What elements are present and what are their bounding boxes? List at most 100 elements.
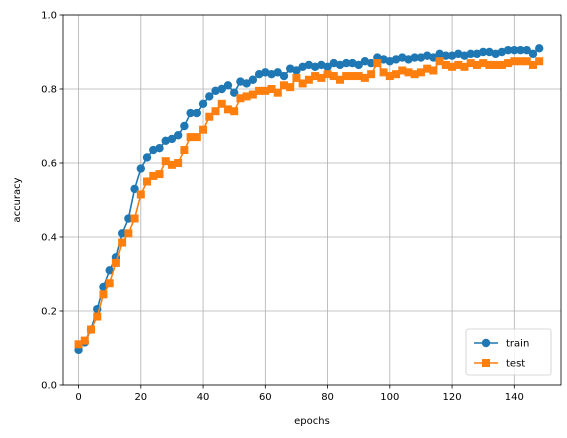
x-tick-label: 80 [321,392,334,403]
data-point-train [223,81,233,90]
data-point-test [242,92,251,101]
data-point-train [173,131,183,140]
data-point-test [99,290,108,299]
data-point-test [211,107,220,116]
data-point-test [143,177,152,186]
data-point-test [367,70,376,79]
data-point-test [248,90,257,99]
data-point-train [429,53,438,62]
data-point-train [155,144,164,153]
data-point-test [130,214,139,223]
data-point-train [136,164,146,173]
data-point-test [267,85,276,93]
data-point-test [404,68,413,77]
data-point-train [410,53,419,62]
data-point-test [223,105,232,114]
x-tick-label: 60 [259,392,272,403]
y-tick-label: 0.4 [41,233,57,244]
data-point-test [392,70,401,79]
x-tick-label: 100 [380,392,399,403]
data-point-test [348,72,357,81]
data-point-train [217,84,226,94]
data-point-test [180,146,189,155]
data-point-test [230,107,239,116]
data-point-test [286,83,295,92]
data-point-test [217,99,226,108]
data-point-test [317,73,326,82]
data-point-test [528,60,537,69]
data-point-test [323,70,332,79]
data-point-test [93,312,102,321]
data-point-train [503,45,513,55]
x-tick-label: 20 [134,392,147,403]
x-tick-label: 0 [75,392,81,403]
data-point-test [510,57,519,66]
data-point-test [454,60,463,69]
data-point-test [479,59,488,68]
data-point-train [292,66,301,75]
data-point-test [423,64,432,73]
data-point-test [74,340,83,349]
data-point-train [167,134,177,144]
data-point-train [510,45,519,55]
data-point-test [460,62,469,71]
legend-marker-test [482,359,490,367]
data-point-test [379,68,388,77]
y-tick-label: 0.2 [41,307,57,318]
legend-label-train: train [506,339,529,350]
data-point-train [323,62,332,71]
data-point-train [142,153,152,162]
data-point-train [124,214,133,223]
data-point-train [198,99,208,109]
data-point-test [167,160,176,169]
data-point-train [535,44,544,53]
data-point-test [516,57,525,66]
data-point-test [124,229,133,238]
data-point-train [441,51,451,60]
data-point-train [466,49,475,59]
y-axis-label: accuracy [12,177,23,222]
data-point-test [448,62,457,71]
data-point-test [80,336,89,345]
data-point-test [336,75,345,84]
x-tick-label: 140 [505,392,524,403]
x-tick-label: 120 [443,392,462,403]
data-point-train [366,58,376,68]
data-point-test [304,75,313,84]
data-point-test [504,59,513,68]
data-point-train [273,68,282,77]
data-point-test [385,72,394,81]
legend-marker-train [481,338,491,348]
data-point-test [329,72,338,81]
data-point-test [360,73,369,82]
data-point-train [242,79,251,88]
data-point-test [416,68,425,77]
data-point-test [298,79,307,88]
data-point-train [186,108,195,118]
legend-item-test: test [474,359,525,370]
data-point-train [478,47,488,57]
data-point-test [273,88,282,97]
data-point-train [279,71,289,81]
data-point-train [528,49,538,59]
data-point-train [342,58,351,68]
data-point-test [342,72,351,81]
data-point-test [435,57,444,66]
x-axis-label: epochs [294,416,330,427]
plot-frame [62,14,562,386]
data-point-test [472,60,481,69]
data-point-test [466,59,475,68]
data-point-test [205,112,214,121]
series-layer [74,44,544,355]
y-tick-label: 1.0 [41,11,57,22]
data-point-train [205,92,214,101]
y-tick-label: 0.6 [41,159,57,170]
legend: train test [465,328,552,376]
data-point-test [199,125,208,134]
data-point-train [248,75,258,84]
data-point-test [161,157,170,166]
data-point-test [522,57,531,66]
x-tick-label: 40 [197,392,210,403]
data-point-train [180,121,189,131]
